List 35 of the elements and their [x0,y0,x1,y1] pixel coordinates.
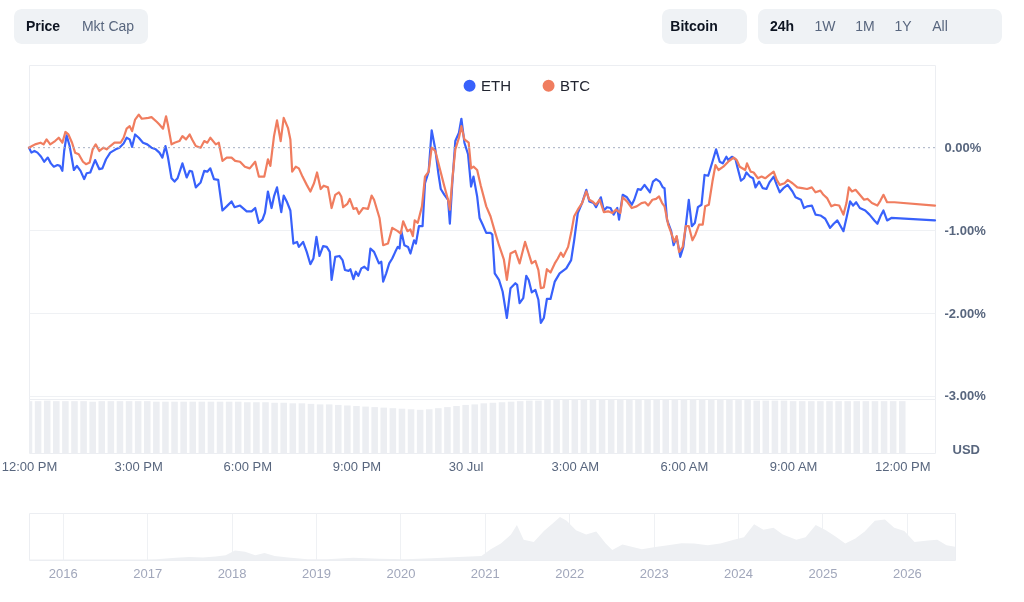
y-axis-title: USD [952,441,980,457]
x-tick-label: 2025 [808,565,838,581]
text: Mkt Cap [81,18,135,34]
x-tick-label: 12:00 PM [1,458,58,474]
x-tick-label: 2023 [639,565,669,581]
x-tick-label: 2024 [724,565,754,581]
text: Price [25,18,61,34]
legend-label: ETH [481,76,512,94]
x-tick-label: 2019 [302,565,331,581]
text: 1Y [894,18,913,34]
x-tick-label: 6:00 PM [223,458,273,474]
legend-label: BTC [560,76,591,94]
x-tick-label: 6:00 AM [660,458,709,474]
text: All [932,18,948,34]
x-tick-label: 2016 [48,565,78,581]
x-tick-label: 30 Jul [448,458,484,474]
x-tick-label: 2017 [133,565,163,581]
x-tick-label: 2018 [217,565,247,581]
text: 1M [855,18,875,34]
x-tick-label: 2026 [892,565,922,581]
text: 24h [769,18,795,34]
y-tick-label: -3.00% [944,388,987,404]
text: Bitcoin [670,18,718,34]
x-tick-label: 2022 [555,565,585,581]
x-tick-label: 12:00 PM [874,458,931,474]
x-tick-label: 3:00 PM [114,458,163,474]
x-tick-label: 2021 [470,565,500,581]
x-tick-label: 9:00 AM [769,458,818,474]
y-tick-label: 0.00% [944,140,982,156]
y-tick-label: -2.00% [944,305,987,321]
x-tick-label: 3:00 AM [551,458,600,474]
x-tick-label: 2020 [386,565,416,581]
text: 1W [814,18,837,34]
y-tick-label: -1.00% [944,222,987,238]
x-tick-label: 9:00 PM [332,458,382,474]
